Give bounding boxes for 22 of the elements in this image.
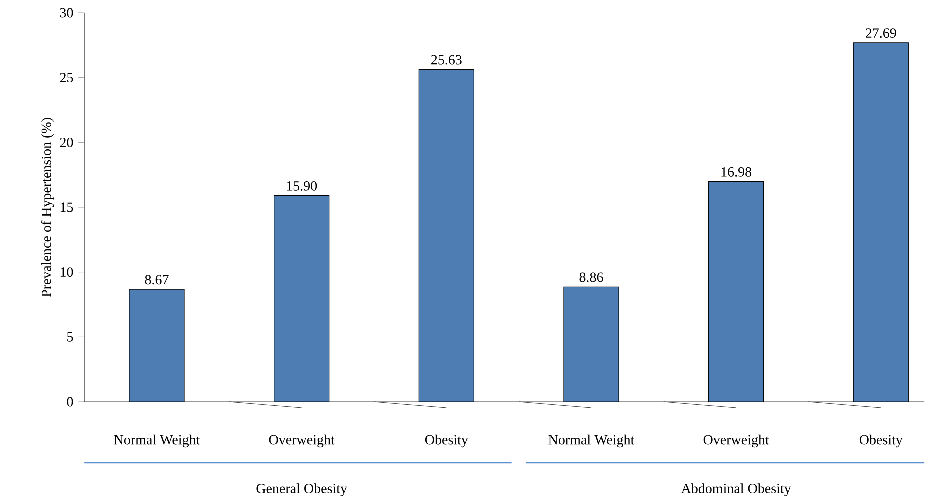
text: Abdominal Obesity: [681, 484, 792, 496]
data-label: 8.86: [580, 272, 604, 282]
y-tick-label: 0: [67, 397, 74, 407]
y-tick-label: 30: [60, 8, 74, 18]
text: General Obesity: [256, 484, 348, 496]
x-tick-label: Overweight: [704, 434, 770, 448]
data-label: 27.69: [866, 28, 896, 38]
x-tick-label: Obesity: [425, 434, 468, 448]
data-label: 8.67: [145, 275, 169, 285]
y-axis-title: Prevalence of Hypertension (%): [41, 118, 54, 298]
y-tick-label: 15: [60, 202, 74, 212]
y-tick-label: 20: [60, 138, 74, 148]
data-label: 16.98: [722, 167, 752, 177]
y-tick-label: 5: [68, 332, 74, 342]
y-tick-label: 25: [60, 73, 74, 83]
data-label: 25.63: [432, 55, 462, 65]
y-tick-label: 10: [60, 268, 74, 278]
x-tick-label: Normal Weight: [114, 434, 200, 448]
x-tick-label: Overweight: [269, 434, 335, 448]
x-tick-label: Normal Weight: [548, 434, 635, 448]
x-tick-label: Obesity: [860, 434, 903, 448]
data-label: 15.90: [287, 181, 318, 191]
